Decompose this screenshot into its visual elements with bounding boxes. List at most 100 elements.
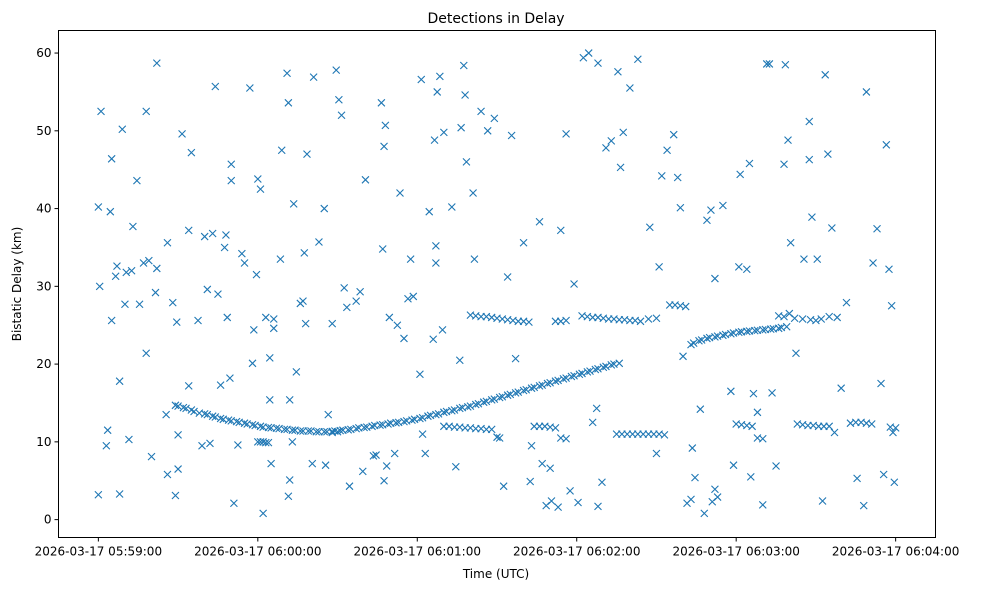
data-point-clutter [451, 462, 460, 471]
data-point-track [495, 393, 504, 402]
data-point-clutter [174, 465, 182, 473]
data-point-clutter [396, 189, 404, 197]
data-point-clutter [162, 410, 171, 419]
data-point-clutter [151, 288, 160, 297]
data-point-bands [889, 428, 897, 437]
data-point-clutter [823, 150, 832, 159]
data-point-clutter [187, 148, 196, 157]
data-point-clutter [267, 459, 275, 468]
x-tick-label: 2026-03-17 06:04:00 [832, 545, 959, 559]
data-point-clutter [607, 137, 616, 145]
data-point-track [758, 325, 767, 334]
data-point-clutter [118, 125, 127, 134]
data-point-clutter [418, 430, 427, 438]
data-point-track [288, 426, 297, 435]
data-point-clutter [890, 478, 899, 487]
data-point-clutter [746, 472, 755, 481]
data-point-clutter [269, 315, 278, 323]
data-point-clutter [227, 176, 236, 185]
data-point-clutter [356, 287, 365, 296]
data-point-track [567, 372, 576, 381]
data-point-clutter [719, 201, 727, 210]
data-point-track [734, 328, 743, 337]
data-point-clutter [818, 497, 827, 505]
data-point-bands [681, 302, 690, 311]
data-point-clutter [784, 136, 792, 145]
data-point-clutter [842, 298, 851, 307]
data-point-clutter [299, 297, 307, 305]
data-point-clutter [194, 316, 202, 325]
data-point-clutter [859, 501, 868, 510]
data-point-clutter [430, 136, 439, 145]
data-point-track [522, 385, 531, 394]
data-point-track [559, 374, 568, 383]
data-point-track [578, 369, 586, 378]
data-point-track [208, 412, 217, 421]
data-point-clutter [206, 439, 214, 448]
data-point-clutter [198, 441, 206, 450]
data-point-bands [748, 422, 757, 431]
data-point-clutter [245, 84, 254, 92]
x-tick-label: 2026-03-17 06:01:00 [354, 545, 481, 559]
data-point-track [400, 417, 408, 426]
data-point-track [296, 427, 305, 435]
data-point-bands [830, 428, 839, 437]
data-point-clutter [447, 203, 456, 211]
data-point-track [562, 374, 570, 382]
data-point-clutter [144, 256, 153, 265]
data-point-clutter [233, 441, 242, 449]
data-point-clutter [429, 335, 438, 344]
data-point-clutter [152, 59, 161, 68]
data-point-clutter [687, 495, 695, 504]
data-point-clutter [284, 98, 293, 107]
data-point-clutter [256, 185, 265, 194]
data-point-clutter [315, 238, 323, 246]
data-point-track [174, 402, 182, 410]
data-point-clutter [526, 477, 535, 486]
data-point-clutter [753, 408, 762, 417]
data-point-track [248, 420, 257, 429]
data-point-track [179, 403, 188, 412]
data-point-clutter [588, 418, 597, 427]
data-point-clutter [768, 388, 776, 397]
data-point-clutter [320, 204, 329, 213]
data-point-track [602, 362, 610, 371]
data-point-clutter [535, 217, 544, 226]
data-point-clutter [406, 255, 415, 264]
data-point-clutter [469, 189, 477, 197]
data-point-clutter [758, 500, 767, 509]
data-point-clutter [438, 325, 447, 334]
data-point-track [498, 392, 507, 401]
data-point-clutter [382, 462, 391, 470]
data-point-track [190, 407, 198, 416]
data-point-clutter [125, 435, 133, 444]
data-point-track [304, 427, 313, 435]
data-point-clutter [602, 144, 610, 152]
y-axis-label: Bistatic Delay (km) [10, 227, 24, 342]
data-point-track [434, 409, 443, 418]
data-point-track [594, 364, 602, 373]
data-point-clutter [461, 91, 469, 99]
data-point-track [487, 395, 496, 404]
data-point-bands [660, 430, 669, 439]
data-point-clutter [230, 499, 238, 508]
data-point-clutter [385, 313, 394, 322]
x-axis-ticks: 2026-03-17 05:59:00 2026-03-17 06:00:00 20… [35, 537, 959, 559]
plot-frame [58, 30, 936, 538]
data-point-track [392, 418, 400, 427]
data-point-clutter [657, 172, 666, 180]
data-point-clutter [300, 249, 309, 257]
data-point-clutter [813, 255, 822, 264]
data-point-clutter [792, 349, 800, 358]
x-tick-label: 2026-03-17 06:00:00 [194, 545, 321, 559]
data-point-clutter [547, 497, 556, 505]
data-point-track [344, 425, 353, 434]
data-point-track [171, 401, 180, 410]
data-point-clutter [265, 353, 274, 362]
data-point-track [591, 365, 600, 374]
data-point-clutter [726, 387, 735, 396]
data-point-clutter [700, 509, 709, 518]
data-point-clutter [223, 313, 232, 322]
data-point-clutter [142, 349, 151, 358]
